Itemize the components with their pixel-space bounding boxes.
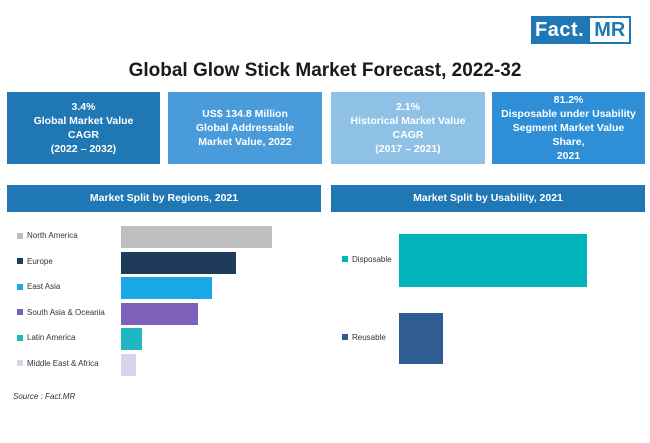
legend-swatch: [17, 334, 23, 341]
region-label: South Asia & Oceania: [27, 307, 105, 317]
region-bar: [121, 277, 212, 299]
region-label: East Asia: [27, 282, 61, 291]
regions-chart-title: Market Split by Regions, 2021: [7, 185, 321, 211]
logo-fact-text: Fact.: [531, 16, 589, 44]
usability-chart-title: Market Split by Usability, 2021: [331, 185, 645, 211]
region-bar: [121, 251, 236, 274]
region-legend-item: North America: [17, 231, 78, 240]
usability-bar: [399, 313, 443, 364]
kpi-line: 3.4%: [71, 101, 96, 113]
kpi-line: Market Value, 2022: [198, 136, 292, 148]
kpi-historical-cagr: 2.1% Historical Market Value CAGR (2017 …: [331, 92, 485, 164]
kpi-line: (2022 – 2032): [50, 143, 117, 155]
kpi-line: Global Addressable: [195, 122, 295, 134]
logo-mr-text: MR: [588, 16, 632, 44]
kpi-line: CAGR: [68, 129, 99, 141]
legend-swatch: [17, 360, 23, 366]
region-label: Latin America: [27, 333, 76, 342]
legend-swatch: [17, 258, 23, 264]
usability-label: Disposable: [352, 254, 392, 264]
kpi-global-cagr: 3.4% Global Market Value CAGR (2022 – 20…: [7, 92, 160, 164]
region-bar: [121, 226, 272, 248]
kpi-line: 81.2%: [553, 94, 584, 106]
region-bar: [121, 302, 198, 325]
kpi-disposable-share: 81.2% Disposable under Usability Segment…: [492, 92, 645, 164]
kpi-line: 2021: [556, 150, 581, 162]
kpi-line: Segment Market Value Share,: [512, 122, 625, 148]
region-legend-item: East Asia: [17, 282, 60, 291]
legend-swatch: [17, 232, 23, 239]
kpi-line: US$ 134.8 Million: [202, 108, 288, 120]
kpi-line: CAGR: [392, 129, 424, 141]
factmr-logo: Fact. MR: [531, 16, 632, 44]
region-label: Europe: [27, 256, 53, 266]
kpi-line: Disposable under Usability: [501, 108, 636, 120]
kpi-market-value: US$ 134.8 Million Global Addressable Mar…: [168, 92, 322, 164]
legend-swatch: [17, 309, 23, 315]
region-label: North America: [27, 231, 78, 240]
usability-bar: [399, 234, 587, 287]
region-bar: [121, 353, 137, 376]
region-label: Middle East & Africa: [27, 358, 99, 368]
usability-divider: [331, 211, 645, 212]
usability-label: Reusable: [352, 332, 386, 342]
legend-swatch: [342, 256, 348, 262]
region-legend-item: Middle East & Africa: [17, 359, 99, 368]
region-legend-item: South Asia & Oceania: [17, 308, 105, 317]
legend-swatch: [17, 283, 23, 290]
legend-swatch: [342, 334, 348, 340]
usability-legend-item: Reusable: [342, 333, 386, 342]
page-title: Global Glow Stick Market Forecast, 2022-…: [128, 60, 522, 81]
kpi-line: 2.1%: [396, 101, 420, 113]
kpi-line: Historical Market Value: [350, 115, 466, 127]
kpi-line: Global Market Value: [33, 115, 134, 127]
source-note: Source : Fact.MR: [13, 392, 76, 401]
region-legend-item: Europe: [17, 257, 53, 266]
usability-legend-item: Disposable: [342, 255, 392, 264]
region-bar: [121, 328, 143, 350]
regions-divider: [7, 211, 321, 212]
region-legend-item: Latin America: [17, 333, 75, 342]
kpi-line: (2017 – 2021): [375, 143, 441, 155]
